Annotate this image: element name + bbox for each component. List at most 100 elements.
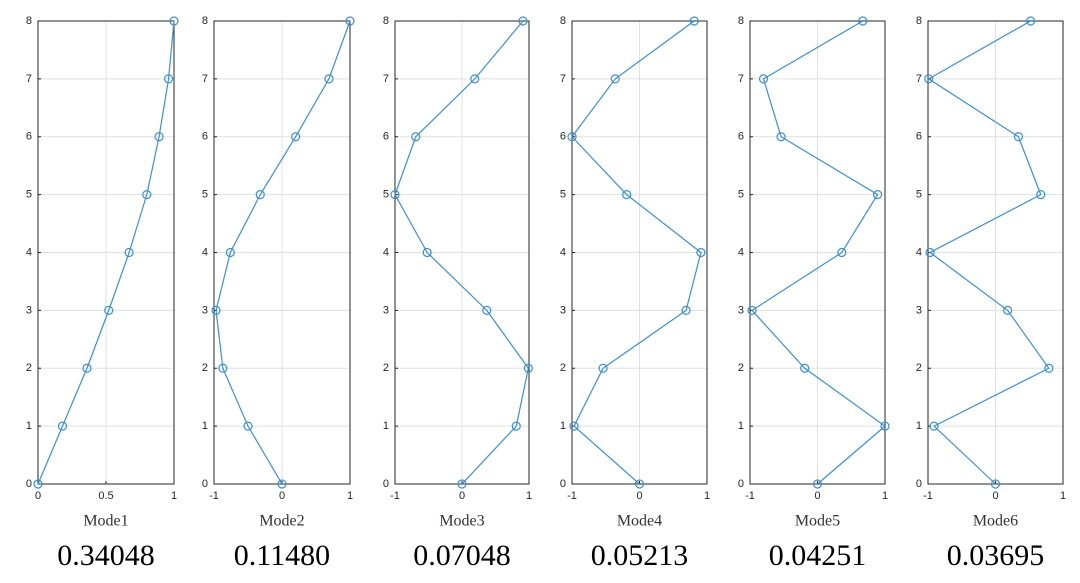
data-point (800, 363, 810, 373)
y-tick-label: 6 (26, 131, 32, 143)
axes-box (37, 20, 175, 485)
data-point (1003, 305, 1013, 315)
data-point (211, 305, 221, 315)
x-axis-label: Mode1 (83, 513, 128, 530)
y-tick-label: 5 (202, 189, 208, 201)
y-tick-label: 1 (916, 420, 922, 432)
y-tick-label: 8 (383, 15, 389, 27)
y-tick-label: 3 (26, 304, 32, 316)
data-point (858, 16, 868, 26)
x-tick-label: 0 (992, 490, 998, 502)
y-tick-label: 2 (202, 362, 208, 374)
y-tick-label: 5 (26, 189, 32, 201)
annotation: 0.34048 (57, 539, 155, 572)
y-tick-label: 8 (916, 15, 922, 27)
data-point (1044, 363, 1054, 373)
data-line (394, 20, 529, 485)
y-tick-label: 6 (560, 131, 566, 143)
x-tick-label: 0 (459, 490, 465, 502)
y-tick-label: 8 (26, 15, 32, 27)
x-tick-label: -1 (923, 490, 933, 502)
data-point (457, 479, 467, 489)
x-tick-label: 1 (704, 490, 710, 502)
x-axis-label: Mode3 (439, 513, 484, 530)
y-tick-label: 0 (738, 478, 744, 490)
data-point (924, 74, 934, 84)
y-tick-label: 0 (560, 478, 566, 490)
data-point (880, 421, 890, 431)
x-tick-label: 0 (636, 490, 642, 502)
data-point (422, 247, 432, 258)
y-tick-label: 0 (916, 478, 922, 490)
x-axis-label: Mode4 (617, 513, 662, 530)
y-tick-label: 3 (738, 304, 744, 316)
y-tick-label: 7 (560, 73, 566, 85)
data-point (291, 132, 301, 142)
annotation: 0.05213 (591, 539, 689, 572)
y-tick-label: 6 (916, 131, 922, 143)
y-tick-label: 3 (202, 304, 208, 316)
y-tick-label: 2 (560, 362, 566, 374)
data-point (776, 132, 786, 142)
y-tick-label: 5 (560, 189, 566, 201)
y-tick-label: 4 (383, 246, 389, 258)
data-point (124, 247, 134, 258)
y-tick-label: 1 (738, 420, 744, 432)
data-point (225, 247, 235, 258)
y-tick-label: 1 (383, 420, 389, 432)
data-point (277, 479, 287, 489)
x-tick-label: 1 (347, 490, 353, 502)
data-point (511, 421, 521, 431)
y-tick-label: 1 (202, 420, 208, 432)
y-tick-label: 6 (738, 131, 744, 143)
data-point (411, 132, 421, 142)
y-tick-label: 4 (560, 246, 566, 258)
data-point (169, 16, 179, 26)
annotation: 0.11480 (234, 539, 330, 572)
data-point (696, 247, 706, 258)
data-point (758, 74, 769, 84)
data-point (243, 421, 253, 431)
y-tick-label: 0 (383, 478, 389, 490)
x-tick-label: -1 (390, 490, 400, 502)
data-line (215, 20, 351, 485)
x-axis-label: Mode5 (795, 513, 840, 530)
data-point (482, 305, 492, 315)
y-tick-label: 4 (202, 246, 208, 258)
annotation: 0.04251 (769, 539, 867, 572)
data-point (622, 190, 632, 200)
data-point (837, 247, 847, 258)
y-tick-label: 2 (383, 362, 389, 374)
data-point (345, 16, 355, 26)
y-tick-label: 8 (202, 15, 208, 27)
annotation: 0.03695 (947, 539, 1045, 572)
data-point (925, 247, 935, 258)
x-tick-label: 1 (882, 490, 888, 502)
data-point (142, 190, 152, 200)
y-tick-label: 5 (916, 189, 922, 201)
y-tick-label: 4 (738, 246, 744, 258)
y-tick-label: 2 (916, 362, 922, 374)
data-point (470, 74, 480, 84)
data-point (523, 363, 533, 373)
y-tick-label: 5 (738, 189, 744, 201)
data-point (154, 132, 164, 142)
y-tick-label: 7 (202, 73, 208, 85)
y-tick-label: 3 (560, 304, 566, 316)
y-tick-label: 8 (560, 15, 566, 27)
data-line (927, 20, 1050, 485)
data-point (689, 16, 699, 26)
y-tick-label: 1 (560, 420, 566, 432)
y-tick-label: 5 (383, 189, 389, 201)
y-tick-label: 2 (26, 362, 32, 374)
data-point (812, 479, 823, 489)
data-point (1036, 190, 1046, 200)
x-tick-label: -1 (209, 490, 219, 502)
data-point (747, 305, 757, 315)
data-point (1013, 132, 1024, 142)
y-tick-label: 0 (202, 478, 208, 490)
data-point (255, 190, 265, 200)
y-tick-label: 7 (916, 73, 922, 85)
y-tick-label: 3 (916, 304, 922, 316)
